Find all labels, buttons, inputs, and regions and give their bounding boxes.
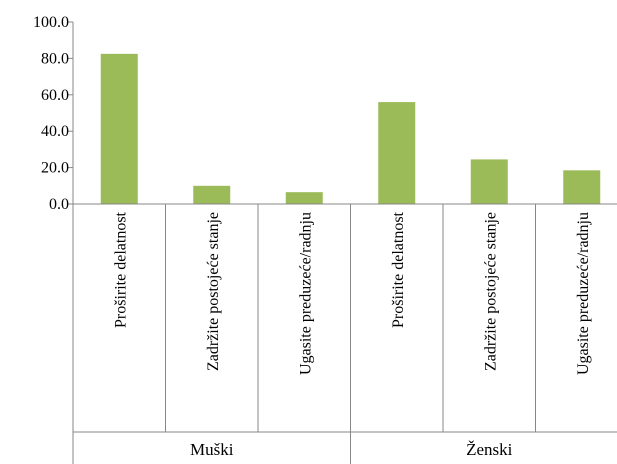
bar <box>470 159 508 204</box>
x-tick-label: Zadržite postojeće stanje <box>482 212 499 371</box>
y-tick-label: 40.0 <box>41 123 69 140</box>
x-tick-label: Ugasite preduzeće/radnju <box>297 212 314 375</box>
bar <box>285 192 323 204</box>
bar <box>378 102 416 204</box>
y-tick-label: 100.0 <box>33 14 69 31</box>
x-tick-label: Zadržite postojeće stanje <box>205 212 222 371</box>
bar <box>563 170 601 204</box>
y-axis: 0.0 20.0 40.0 60.0 80.0 100.0 <box>33 14 74 464</box>
y-tick-label: 80.0 <box>41 50 69 67</box>
bars <box>100 53 601 204</box>
x-axis: Proširite delatnost Zadržite postojeće st… <box>73 203 617 464</box>
x-tick-label: Proširite delatnost <box>390 211 407 328</box>
group-label: Muški <box>190 440 234 459</box>
y-tick-label: 20.0 <box>41 160 69 177</box>
x-tick-label: Ugasite preduzeće/radnju <box>575 212 592 375</box>
bar <box>193 185 231 204</box>
x-tick-label: Proširite delatnost <box>112 211 129 328</box>
bar <box>100 53 138 204</box>
y-tick-label: 60.0 <box>41 87 69 104</box>
y-tick-label: 0.0 <box>49 196 69 213</box>
group-label: Ženski <box>466 440 513 459</box>
